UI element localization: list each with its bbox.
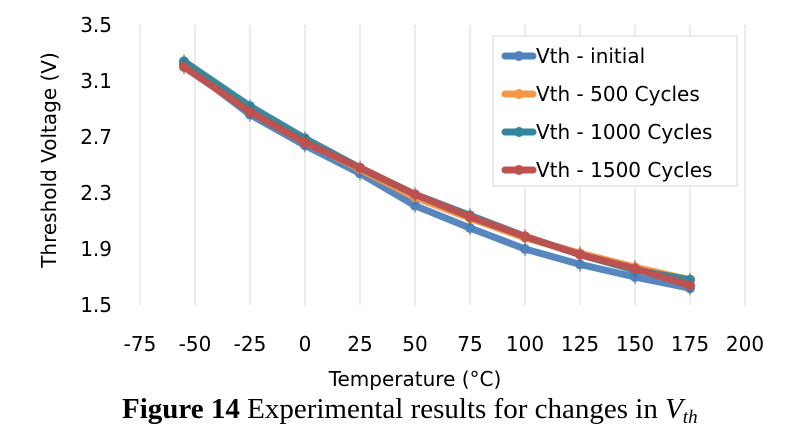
threshold-voltage-chart: -75 -50 -25 0 25 50 75 100 125 150 175 200 1.5 1.9 2.… xyxy=(37,13,764,390)
caption-label: Figure 14 xyxy=(122,393,240,425)
y-tick-label: 3.5 xyxy=(80,13,112,37)
figure-caption: Figure 14 Experimental results for chang… xyxy=(122,393,698,429)
data-point xyxy=(575,249,585,260)
legend-marker xyxy=(514,51,524,61)
x-tick-label: 50 xyxy=(402,332,427,356)
legend-marker xyxy=(514,127,524,137)
legend-label: Vth - 1500 Cycles xyxy=(536,158,712,182)
caption-subscript: th xyxy=(682,407,698,428)
x-tick-label: 200 xyxy=(726,332,764,356)
x-tick-label: 125 xyxy=(561,332,599,356)
y-tick-label: 2.7 xyxy=(80,125,112,149)
y-tick-label: 3.1 xyxy=(80,69,112,93)
x-tick-label: -50 xyxy=(179,332,212,356)
data-series xyxy=(179,54,695,296)
data-point xyxy=(520,244,530,254)
x-tick-labels: -75 -50 -25 0 25 50 75 100 125 150 175 200 xyxy=(124,332,764,356)
x-tick-label: 175 xyxy=(671,332,709,356)
legend-marker xyxy=(514,165,524,175)
series-4 xyxy=(179,60,695,293)
x-tick-label: 100 xyxy=(506,332,544,356)
y-tick-label: 1.9 xyxy=(80,237,112,261)
x-tick-label: 75 xyxy=(457,332,482,356)
y-tick-labels: 1.5 1.9 2.3 2.7 3.1 3.5 xyxy=(80,13,112,317)
legend-label: Vth - initial xyxy=(536,44,645,68)
data-point xyxy=(520,231,530,242)
y-tick-label: 1.5 xyxy=(80,293,112,317)
data-point xyxy=(355,162,365,173)
data-point xyxy=(575,259,585,270)
caption-symbol: V xyxy=(665,393,683,425)
y-tick-label: 2.3 xyxy=(80,181,112,205)
data-point xyxy=(410,200,420,211)
data-point xyxy=(465,211,475,222)
data-point xyxy=(630,263,640,274)
data-point xyxy=(410,189,420,200)
x-axis-title: Temperature (°C) xyxy=(328,367,502,390)
data-point xyxy=(179,62,189,72)
legend-marker xyxy=(514,89,524,99)
legend: Vth - initial Vth - 500 Cycles Vth - 1000 … xyxy=(492,35,738,187)
x-tick-label: 0 xyxy=(299,332,312,356)
x-tick-label: 25 xyxy=(347,332,372,356)
x-tick-label: -25 xyxy=(234,332,267,356)
data-point xyxy=(465,223,475,233)
caption-text: Experimental results for changes in xyxy=(239,393,666,425)
data-point xyxy=(300,137,310,148)
legend-label: Vth - 500 Cycles xyxy=(536,82,700,106)
data-point xyxy=(685,280,695,291)
legend-box xyxy=(492,35,738,187)
x-tick-label: -75 xyxy=(124,332,157,356)
y-axis-title: Threshold Voltage (V) xyxy=(37,52,61,269)
series-line xyxy=(180,63,694,289)
legend-label: Vth - 1000 Cycles xyxy=(536,120,712,144)
x-tick-label: 150 xyxy=(616,332,654,356)
data-point xyxy=(245,106,255,117)
